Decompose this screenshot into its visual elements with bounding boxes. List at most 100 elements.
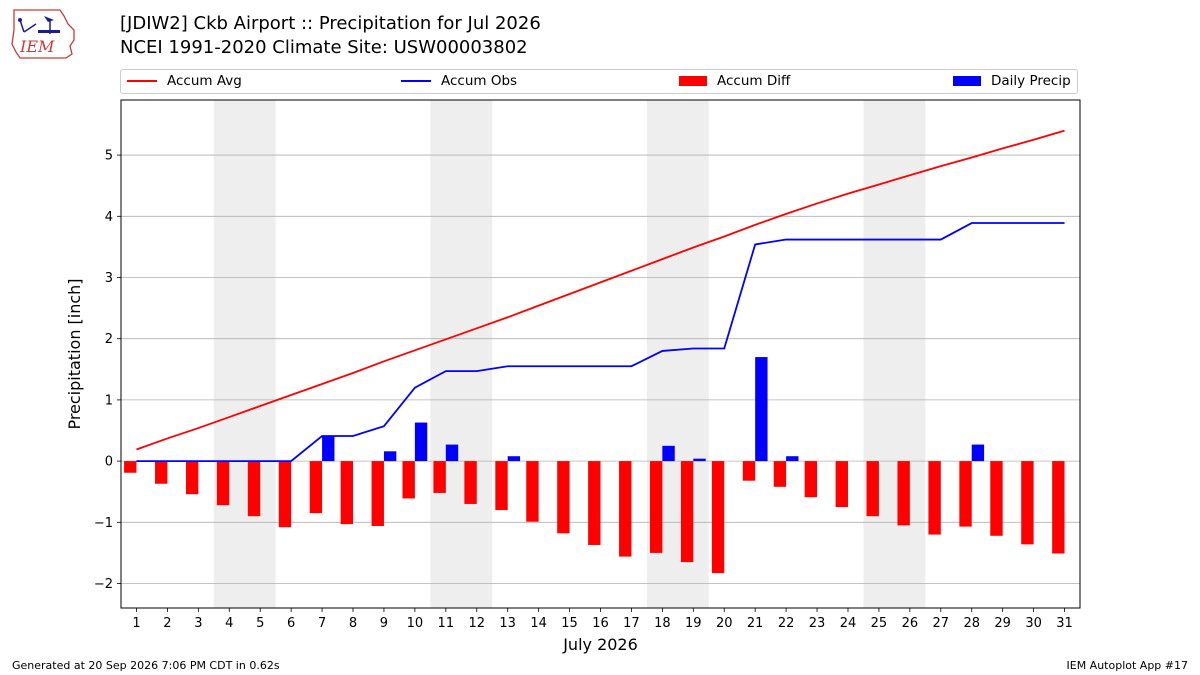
accum-diff-bar: [1052, 461, 1065, 554]
accum-obs-line: [136, 222, 1065, 463]
accum-diff-bar: [155, 461, 168, 484]
generated-note: Generated at 20 Sep 2026 7:06 PM CDT in …: [12, 659, 280, 672]
accum-diff-bar: [557, 461, 570, 534]
weekend-band: [863, 100, 926, 608]
iem-logo: IEM: [11, 9, 75, 59]
legend-item-accum-avg: Accum Avg: [127, 73, 242, 89]
accum-diff-bar: [619, 461, 632, 557]
accum-diff-bar: [959, 461, 972, 527]
accum-diff-bar: [185, 461, 199, 495]
x-tick-label: 29: [994, 616, 1011, 631]
x-tick-label: 22: [778, 616, 795, 631]
x-tick-label: 13: [499, 616, 516, 631]
legend-swatch-daily-precip: [953, 76, 981, 86]
legend: Accum Avg Accum Obs Accum Diff Daily Pre…: [120, 69, 1078, 94]
x-tick-label: 6: [287, 616, 295, 631]
accum-diff-bar: [1021, 461, 1034, 545]
x-tick-label: 17: [623, 616, 640, 631]
accum-diff-bar: [649, 461, 663, 553]
accum-diff-bar: [124, 461, 137, 473]
weekend-band: [430, 100, 493, 608]
accum-diff-bar: [526, 461, 539, 522]
x-tick-label: 1: [132, 616, 140, 631]
y-tick-label: 1: [105, 393, 113, 408]
x-tick-label: 30: [1025, 616, 1042, 631]
accum-diff-bar: [216, 461, 230, 506]
x-tick-label: 3: [194, 616, 202, 631]
accum-diff-bar: [866, 461, 879, 517]
y-axis-label: Precipitation [inch]: [65, 278, 84, 429]
daily-precip-bar: [507, 456, 521, 462]
x-tick-label: 10: [407, 616, 424, 631]
x-tick-label: 14: [530, 616, 547, 631]
y-tick-label: 2: [105, 332, 113, 347]
y-tick-label: −2: [94, 577, 113, 592]
accum-diff-bar: [340, 461, 354, 525]
x-tick-label: 11: [438, 616, 455, 631]
y-tick-label: 4: [105, 210, 113, 225]
x-tick-label: 19: [685, 616, 702, 631]
x-tick-label: 15: [561, 616, 578, 631]
accum-avg-line: [136, 129, 1065, 451]
daily-precip-bar: [445, 444, 459, 462]
accum-diff-bar: [464, 461, 477, 504]
legend-item-daily-precip: Daily Precip: [953, 73, 1071, 89]
accum-diff-bar: [804, 461, 818, 498]
legend-label-accum-avg: Accum Avg: [167, 73, 242, 89]
accum-diff-bar: [588, 461, 601, 545]
x-tick-label: 4: [225, 616, 233, 631]
accum-diff-bar: [495, 461, 508, 511]
daily-precip-bar: [322, 436, 335, 462]
chart-title: [JDIW2] Ckb Airport :: Precipitation for…: [120, 13, 541, 34]
x-tick-label: 21: [747, 616, 764, 631]
daily-precip-bar: [662, 445, 675, 462]
daily-precip-bar: [414, 422, 428, 462]
accum-diff-bar: [990, 461, 1003, 536]
daily-precip-bar: [786, 456, 799, 462]
accum-diff-bar: [835, 461, 848, 508]
x-tick-label: 12: [468, 616, 485, 631]
x-axis-label: July 2026: [562, 635, 638, 654]
accum-diff-bar: [278, 461, 292, 528]
legend-label-daily-precip: Daily Precip: [991, 73, 1071, 89]
daily-precip-bar: [971, 444, 985, 462]
x-tick-label: 5: [256, 616, 264, 631]
legend-label-accum-obs: Accum Obs: [441, 73, 518, 89]
app-note: IEM Autoplot App #17: [1066, 659, 1189, 672]
accum-diff-bar: [433, 461, 446, 493]
x-tick-label: 2: [163, 616, 171, 631]
legend-label-accum-diff: Accum Diff: [717, 73, 791, 89]
chart-subtitle: NCEI 1991-2020 Climate Site: USW00003802: [120, 37, 528, 58]
accum-diff-bar: [928, 461, 941, 535]
accum-diff-bar: [680, 461, 694, 563]
x-tick-label: 16: [592, 616, 609, 631]
x-tick-label: 9: [380, 616, 388, 631]
y-tick-label: 3: [105, 271, 113, 286]
x-tick-label: 23: [809, 616, 826, 631]
iem-logo-text: IEM: [19, 37, 55, 56]
y-tick-label: −1: [94, 516, 113, 531]
x-tick-label: 24: [840, 616, 857, 631]
legend-swatch-accum-obs: [401, 80, 431, 82]
accum-diff-bar: [247, 461, 261, 517]
x-tick-label: 8: [349, 616, 357, 631]
x-tick-label: 27: [933, 616, 950, 631]
accum-diff-bar: [897, 461, 910, 526]
accum-diff-bar: [309, 461, 323, 514]
accum-diff-bar: [711, 461, 725, 574]
accum-diff-bar: [371, 461, 384, 526]
legend-swatch-accum-avg: [127, 80, 157, 82]
daily-precip-bar: [755, 357, 768, 462]
x-tick-label: 28: [963, 616, 980, 631]
legend-item-accum-diff: Accum Diff: [679, 73, 790, 89]
x-tick-label: 25: [871, 616, 888, 631]
weekend-band: [213, 100, 276, 608]
daily-precip-bar: [693, 458, 706, 462]
legend-swatch-accum-diff: [679, 76, 707, 86]
accum-diff-bar: [773, 461, 787, 487]
x-tick-label: 7: [318, 616, 326, 631]
x-tick-label: 20: [716, 616, 733, 631]
x-tick-label: 18: [654, 616, 671, 631]
accum-diff-bar: [742, 461, 756, 481]
